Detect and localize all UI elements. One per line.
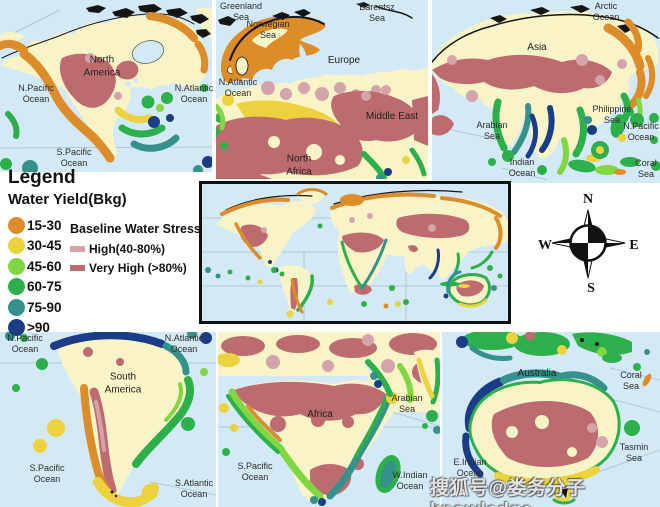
- legend-color-dot: [8, 298, 25, 316]
- legend-item: >90: [8, 318, 208, 339]
- legend-item-label: 15-30: [27, 217, 62, 233]
- world-map-graphic: [202, 188, 508, 321]
- panel-world-overview: [199, 181, 511, 324]
- legend-item-label: 75-90: [27, 299, 62, 315]
- australia-map-graphic: [456, 332, 660, 505]
- compass-rose-icon: [551, 209, 626, 279]
- compass-west-label: W: [538, 238, 552, 253]
- stress-color-swatch: [70, 246, 85, 252]
- legend: Legend Water Yield(Bkg) 15-30 30-45 45-6…: [8, 168, 208, 338]
- legend-title: Legend: [8, 167, 76, 188]
- legend-item-label: 60-75: [27, 279, 62, 295]
- compass-east-label: E: [629, 238, 639, 253]
- stress-item-label: Very High (>80%): [89, 261, 187, 275]
- panel-north-america: [0, 0, 212, 172]
- watermark: 搜狐号@娄务分子knowledge: [430, 478, 586, 507]
- legend-item: 45-60: [8, 256, 208, 277]
- asia-map-graphic: [432, 5, 660, 181]
- north-america-map-graphic: [0, 4, 212, 172]
- stress-legend-title: Baseline Water Stress: [70, 222, 201, 236]
- south-america-map-graphic: [0, 332, 216, 507]
- stress-item-label: High(40-80%): [89, 242, 166, 256]
- compass-north-label: N: [582, 192, 594, 207]
- legend-color-dot: [8, 257, 25, 275]
- legend-item-label: >90: [27, 320, 50, 336]
- stress-legend-item: High(40-80%): [70, 243, 230, 255]
- legend-color-dot: [8, 237, 25, 255]
- panel-australia: [442, 332, 660, 507]
- legend-color-dot: [8, 278, 25, 296]
- stress-color-swatch: [70, 265, 85, 271]
- panel-south-america: [0, 332, 216, 507]
- legend-item: 60-75: [8, 277, 208, 298]
- legend-color-dot: [8, 319, 25, 337]
- compass-south-label: S: [587, 281, 595, 296]
- legend-item: 15-30: [8, 215, 208, 236]
- panel-asia: [432, 0, 660, 183]
- legend-item: 75-90: [8, 297, 208, 318]
- legend-subtitle: Water Yield(Bkg): [8, 191, 127, 208]
- legend-item-label: 30-45: [27, 238, 62, 254]
- europe-map-graphic: [216, 2, 428, 179]
- legend-item: 30-45: [8, 236, 208, 257]
- stress-legend: Baseline Water Stress High(40-80%) Very …: [70, 222, 230, 274]
- africa-map-graphic: [218, 332, 440, 506]
- legend-color-dot: [8, 216, 25, 234]
- stress-legend-item: Very High (>80%): [70, 262, 230, 274]
- legend-item-label: 45-60: [27, 258, 62, 274]
- panel-europe-middle-east: [216, 0, 428, 179]
- panel-africa: [218, 332, 440, 507]
